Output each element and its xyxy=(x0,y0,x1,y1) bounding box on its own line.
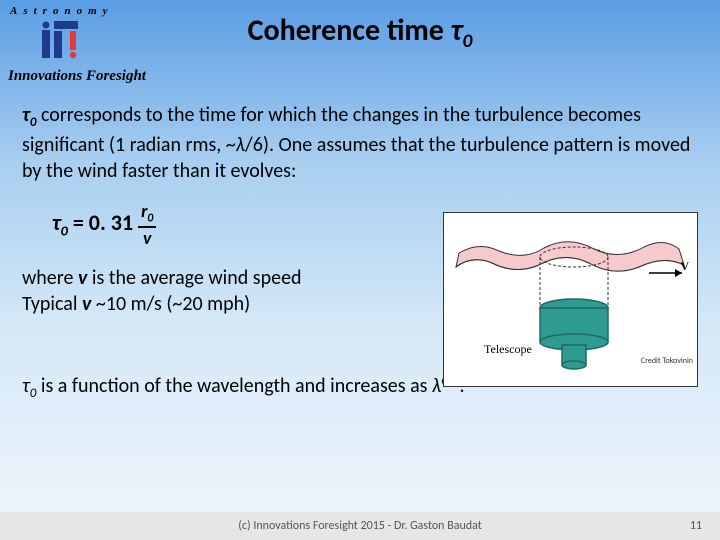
logo xyxy=(35,19,85,61)
paragraph-1: τ0 corresponds to the time for which the… xyxy=(22,102,698,184)
page-number: 11 xyxy=(690,519,702,533)
logo-area: Astronomy xyxy=(10,5,110,61)
logo-bar-top xyxy=(54,21,78,29)
astronomy-label: Astronomy xyxy=(10,5,110,17)
logo-dot-left xyxy=(43,22,50,29)
footer: (c) Innovations Foresight 2015 - Dr. Gas… xyxy=(0,512,720,540)
content: τ0 corresponds to the time for which the… xyxy=(22,102,698,403)
logo-bar-2 xyxy=(54,31,62,58)
diagram-credit: Credit Tokovinin xyxy=(641,356,693,366)
formula: τ0 = 0. 31 r0v xyxy=(22,202,156,247)
logo-accent-dot xyxy=(70,52,76,58)
page-title: Coherence time τ0 xyxy=(248,12,473,53)
logo-bar-1 xyxy=(42,30,50,58)
footer-text: (c) Innovations Foresight 2015 - Dr. Gas… xyxy=(238,519,481,533)
v-label: V xyxy=(680,259,689,275)
paragraph-2: where v is the average wind speed Typica… xyxy=(22,265,432,317)
diagram: Telescope V Credit Tokovinin xyxy=(443,212,698,387)
telescope-label: Telescope xyxy=(484,342,532,358)
logo-accent-bar xyxy=(70,31,76,50)
company-name: Innovations Foresight xyxy=(8,68,146,85)
